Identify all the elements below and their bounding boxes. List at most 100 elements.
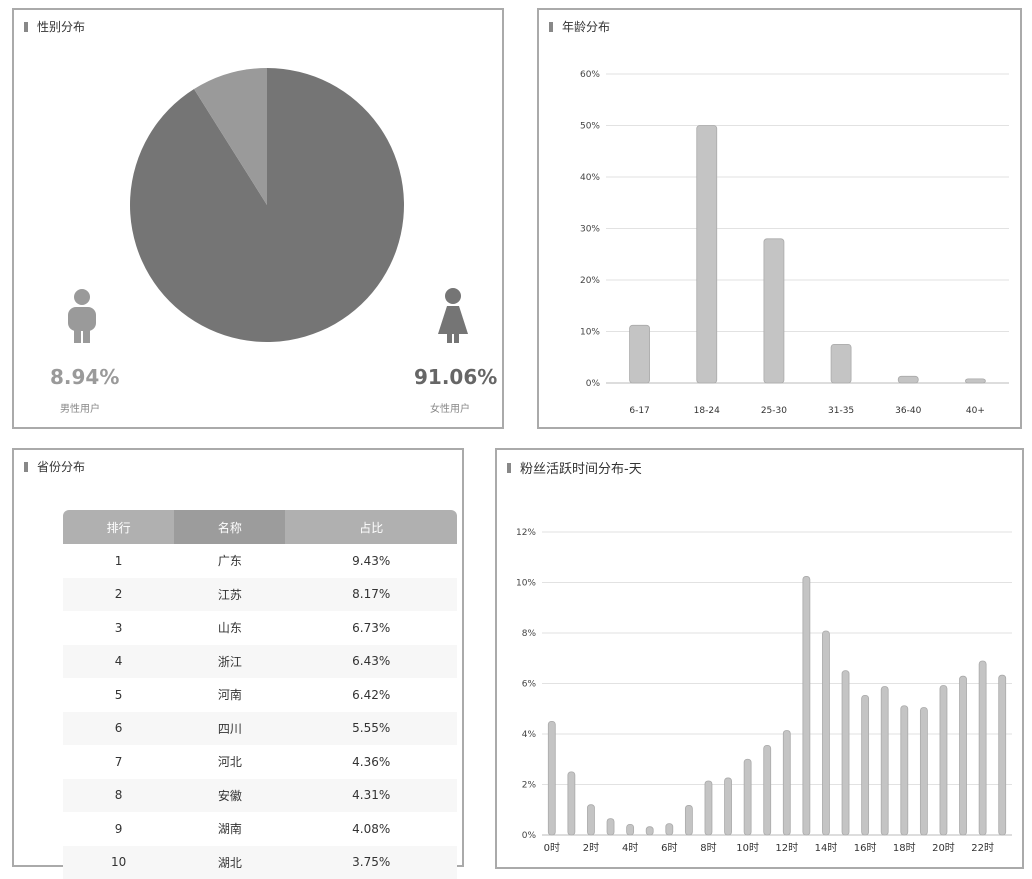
bar	[705, 781, 712, 835]
bar	[960, 676, 967, 835]
bar	[862, 695, 869, 835]
share-cell: 6.73%	[285, 611, 457, 645]
y-tick-label: 10%	[516, 579, 536, 589]
bar	[831, 344, 851, 383]
female-user-icon	[438, 288, 468, 343]
rank-cell: 8	[63, 779, 174, 813]
bar	[783, 730, 790, 835]
rank-cell: 10	[63, 846, 174, 879]
y-tick-label: 8%	[522, 629, 537, 639]
rank-cell: 3	[63, 611, 174, 645]
bar	[587, 805, 594, 835]
bar	[764, 239, 784, 383]
y-tick-label: 4%	[522, 730, 537, 740]
y-tick-label: 2%	[522, 781, 537, 791]
share-cell: 4.31%	[285, 779, 457, 813]
name-cell: 湖南	[174, 812, 285, 846]
bar	[979, 661, 986, 835]
bar	[685, 805, 692, 835]
x-tick-label: 12时	[775, 842, 798, 854]
bar	[764, 745, 771, 835]
y-tick-label: 12%	[516, 528, 536, 538]
name-cell: 河南	[174, 678, 285, 712]
col-rank: 排行	[63, 510, 174, 544]
y-tick-label: 60%	[580, 70, 600, 80]
bar	[901, 706, 908, 835]
x-tick-label: 40+	[966, 406, 985, 416]
x-tick-label: 8时	[700, 842, 716, 854]
bar	[697, 126, 717, 384]
y-tick-label: 30%	[580, 225, 600, 235]
y-tick-label: 0%	[586, 379, 601, 389]
bar	[999, 675, 1006, 835]
x-tick-label: 18-24	[694, 406, 720, 416]
y-tick-label: 0%	[522, 831, 537, 841]
col-share: 占比	[285, 510, 457, 544]
share-cell: 5.55%	[285, 712, 457, 746]
name-cell: 山东	[174, 611, 285, 645]
bar	[725, 778, 732, 835]
bar	[803, 576, 810, 835]
name-cell: 安徽	[174, 779, 285, 813]
y-tick-label: 50%	[580, 122, 600, 132]
y-tick-label: 10%	[580, 328, 600, 338]
female-label: 女性用户	[430, 400, 470, 415]
male-user-icon	[68, 289, 96, 343]
title-marker	[24, 462, 28, 472]
male-percent: 8.94%	[50, 365, 119, 389]
bar	[898, 376, 918, 383]
share-cell: 8.17%	[285, 578, 457, 612]
bar	[842, 671, 849, 835]
bar	[568, 772, 575, 835]
y-tick-label: 40%	[580, 173, 600, 183]
share-cell: 3.75%	[285, 846, 457, 879]
x-tick-label: 25-30	[761, 406, 787, 416]
name-cell: 广东	[174, 544, 285, 578]
rank-cell: 5	[63, 678, 174, 712]
rank-cell: 6	[63, 712, 174, 746]
female-percent: 91.06%	[414, 365, 497, 389]
x-tick-label: 4时	[622, 842, 638, 854]
bar	[630, 325, 650, 383]
x-tick-label: 14时	[815, 842, 838, 854]
x-tick-label: 31-35	[828, 406, 854, 416]
share-cell: 4.08%	[285, 812, 457, 846]
province-title: 省份分布	[24, 458, 85, 475]
bar	[940, 686, 947, 835]
share-cell: 6.43%	[285, 645, 457, 679]
province-title-text: 省份分布	[37, 458, 85, 475]
share-cell: 4.36%	[285, 745, 457, 779]
name-cell: 河北	[174, 745, 285, 779]
x-tick-label: 6时	[661, 842, 677, 854]
rank-cell: 4	[63, 645, 174, 679]
gender-panel: 性别分布 8.94% 男性用户 91.06% 女性用户	[12, 8, 504, 429]
x-tick-label: 36-40	[895, 406, 921, 416]
share-cell: 9.43%	[285, 544, 457, 578]
bar	[744, 759, 751, 835]
name-cell: 江苏	[174, 578, 285, 612]
name-cell: 湖北	[174, 846, 285, 879]
x-tick-label: 18时	[893, 842, 916, 854]
x-tick-label: 20时	[932, 842, 955, 854]
y-tick-label: 20%	[580, 276, 600, 286]
x-tick-label: 22时	[971, 842, 994, 854]
bar	[666, 824, 673, 835]
bar	[822, 631, 829, 835]
male-label: 男性用户	[60, 400, 100, 415]
x-tick-label: 16时	[854, 842, 877, 854]
bar	[627, 824, 634, 835]
x-tick-label: 2时	[583, 842, 599, 854]
